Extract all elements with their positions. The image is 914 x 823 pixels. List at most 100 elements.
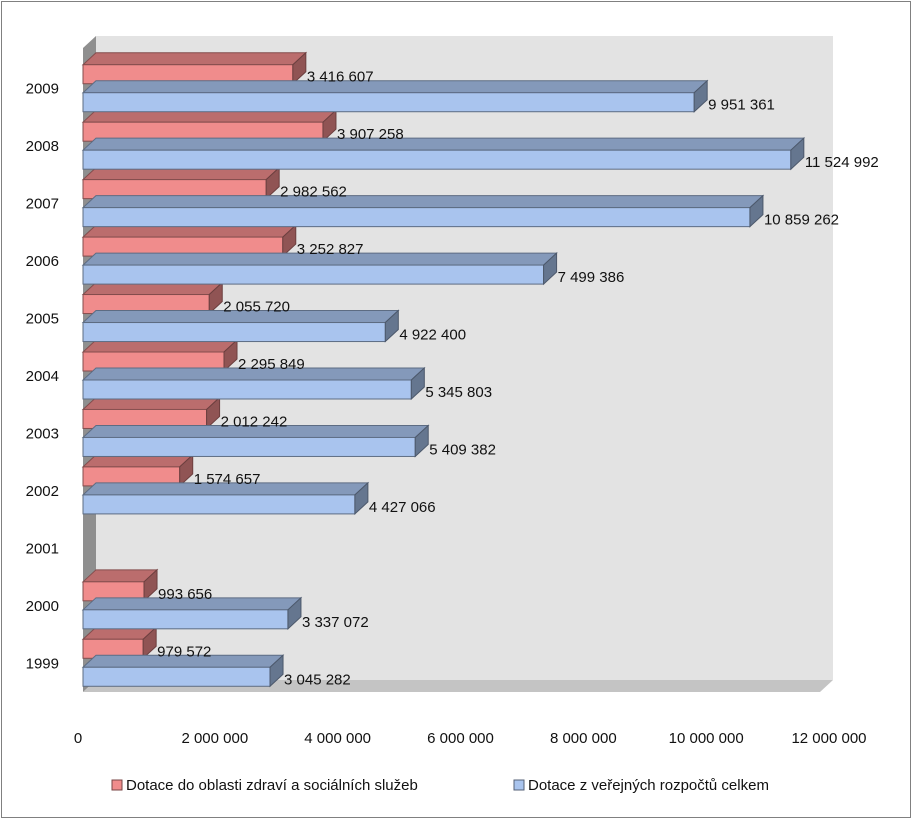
bar-end-face	[143, 568, 158, 602]
data-label: 993 656	[158, 586, 212, 603]
bar-end-face	[322, 109, 337, 143]
bar-end-face	[790, 137, 805, 171]
y-tick-label: 2001	[26, 540, 59, 557]
bar-end-face	[287, 596, 302, 630]
bar-end-face	[208, 281, 223, 315]
data-label: 3 337 072	[302, 614, 369, 631]
data-label: 3 045 282	[284, 671, 351, 688]
data-label: 3 907 258	[337, 126, 404, 143]
bar-front-face	[82, 322, 386, 343]
x-tick-label: 0	[74, 730, 82, 747]
data-label: 2 055 720	[223, 299, 290, 316]
data-label: 1 574 657	[194, 471, 261, 488]
bar-end-face	[269, 654, 284, 688]
data-label: 5 409 382	[429, 441, 496, 458]
bar-end-face	[749, 194, 764, 228]
bar-health-2009	[81, 51, 308, 85]
y-tick-label: 2008	[26, 138, 59, 155]
data-label: 979 572	[157, 643, 211, 660]
x-tick-label: 10 000 000	[669, 730, 744, 747]
bar-health-1999	[81, 626, 158, 660]
legend-swatch	[111, 779, 123, 791]
bar-front-face	[82, 494, 356, 515]
chart-bars	[81, 51, 806, 688]
y-tick-label: 2005	[26, 311, 59, 328]
bar-top-face	[81, 80, 709, 94]
legend-label: Dotace z veřejných rozpočtů celkem	[528, 777, 769, 794]
bar-health-2005	[81, 281, 224, 315]
y-tick-label: 2006	[26, 253, 59, 270]
bar-health-2006	[81, 223, 298, 258]
bar-end-face	[354, 481, 369, 516]
bar-front-face	[82, 149, 792, 170]
bar-front-face	[82, 379, 412, 400]
bar-health-2004	[81, 338, 239, 373]
x-tick-label: 6 000 000	[427, 730, 494, 747]
bar-end-face	[384, 309, 399, 343]
y-tick-label: 2004	[26, 368, 59, 385]
bar-total-2003	[81, 424, 430, 458]
data-label: 4 922 400	[399, 327, 466, 344]
legend-item: Dotace z veřejných rozpočtů celkem	[513, 777, 769, 794]
bar-total-2002	[81, 481, 370, 516]
bar-top-face	[81, 137, 806, 151]
data-label: 10 859 262	[764, 212, 839, 229]
bar-front-face	[82, 92, 695, 113]
bar-front-face	[82, 264, 545, 285]
bar-front-face	[82, 609, 289, 630]
bar-front-face	[82, 436, 416, 457]
bar-health-2008	[81, 109, 338, 143]
bar-total-2009	[81, 79, 709, 113]
y-axis-tick-labels: 1999 2000 2001 2002 2003 2004 2005 2006 2007 2008…	[26, 81, 59, 673]
y-tick-label: 2002	[26, 483, 59, 500]
y-tick-label: 2003	[26, 425, 59, 442]
bar-end-face	[206, 396, 221, 430]
data-label: 11 524 992	[805, 154, 879, 171]
bar-end-face	[410, 366, 425, 401]
legend-swatch	[513, 779, 525, 791]
bar-total-2008	[81, 137, 806, 171]
y-tick-label: 2007	[26, 196, 59, 213]
bar-health-2002	[81, 453, 194, 488]
y-tick-label: 2000	[26, 598, 59, 615]
data-label: 2 982 562	[280, 184, 347, 201]
bar-health-2003	[81, 396, 221, 430]
bar-end-face	[142, 626, 157, 660]
bar-total-1999	[81, 654, 285, 688]
x-tick-label: 2 000 000	[181, 730, 248, 747]
bar-end-face	[414, 424, 429, 458]
bar-end-face	[543, 251, 558, 286]
y-tick-label: 2009	[26, 81, 59, 98]
x-tick-label: 12 000 000	[791, 730, 866, 747]
bar-end-face	[693, 79, 708, 113]
data-label: 5 345 803	[425, 384, 492, 401]
bar-health-2007	[81, 166, 281, 200]
x-axis-tick-labels: 0 2 000 000 4 000 000 6 000 000 8 000 000 10 …	[74, 730, 867, 747]
data-label: 3 252 827	[297, 241, 364, 258]
legend-item: Dotace do oblasti zdraví a sociálních sl…	[111, 777, 418, 794]
bar-total-2006	[81, 251, 558, 286]
data-label: 9 951 361	[708, 97, 775, 114]
x-tick-label: 8 000 000	[550, 730, 617, 747]
bar-end-face	[265, 166, 280, 200]
data-label: 3 416 607	[307, 69, 374, 86]
bar-total-2004	[81, 366, 426, 401]
bar-total-2005	[81, 309, 400, 343]
legend: Dotace do oblasti zdraví a sociálních sl…	[111, 777, 769, 794]
bar-health-2000	[81, 568, 159, 602]
data-label: 2 012 242	[221, 413, 288, 430]
x-tick-label: 4 000 000	[304, 730, 371, 747]
bar-total-2007	[81, 194, 765, 228]
bar-front-face	[82, 207, 751, 228]
data-label: 4 427 066	[369, 499, 436, 516]
bar-end-face	[292, 51, 307, 85]
bar-total-2000	[81, 596, 303, 630]
bar-top-face	[81, 52, 308, 66]
data-label: 2 295 849	[238, 356, 305, 373]
legend-label: Dotace do oblasti zdraví a sociálních sl…	[126, 777, 418, 794]
bar-top-face	[81, 195, 765, 209]
bar-front-face	[82, 666, 271, 687]
data-label: 7 499 386	[558, 269, 625, 286]
